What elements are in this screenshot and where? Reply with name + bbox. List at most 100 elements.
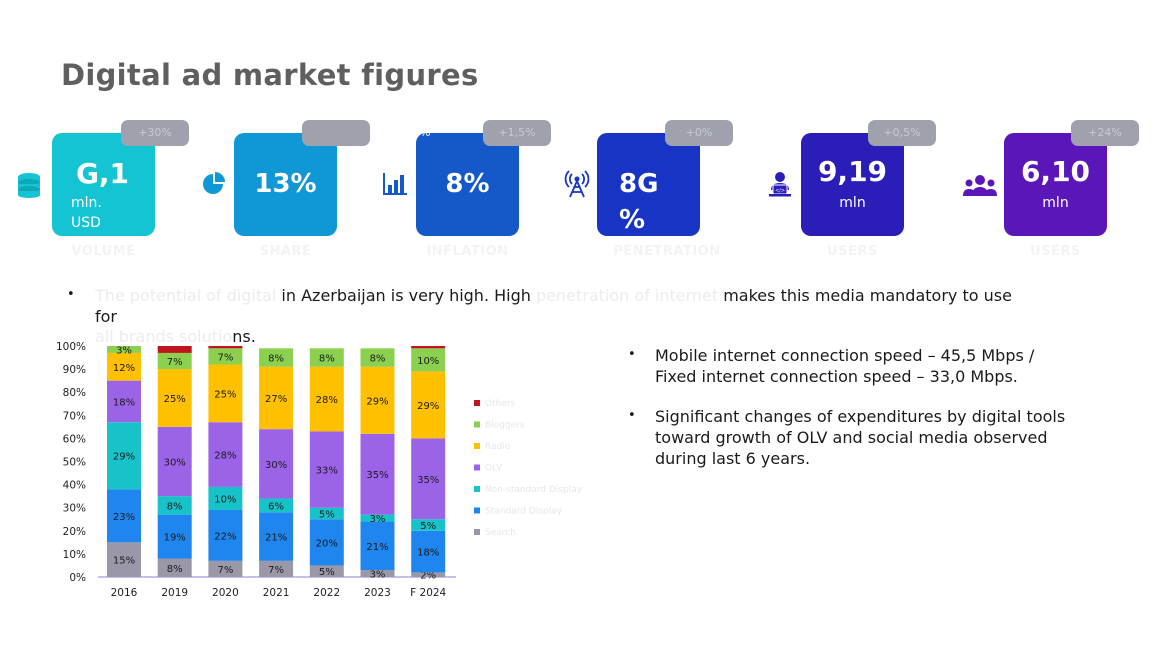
bar-segment — [360, 433, 395, 515]
bar-segment — [208, 346, 243, 349]
coins-icon — [18, 173, 40, 198]
data-label: 28% — [214, 451, 236, 462]
stacked-bar-chart: 0% 10% 20% 30% 40% 50% 60% 70% 80% 90% 100% 15% 23% 2… — [56, 341, 583, 599]
bar-segment — [259, 348, 294, 367]
kpi-card-inflation: 8% — [416, 133, 519, 236]
legend-swatch — [474, 421, 480, 428]
bullet-line: Mobile internet connection speed – 45,5 … — [655, 346, 1035, 365]
kpi-badge: +0,5% — [868, 120, 936, 146]
bar-segment — [208, 486, 243, 511]
y-tick-label: 90% — [63, 364, 86, 376]
bullet-dot: • — [67, 287, 75, 302]
data-label: 29% — [366, 396, 388, 407]
data-label: 2% — [420, 571, 436, 582]
kpi-unit: USD — [71, 215, 101, 231]
pie-chart-icon — [203, 172, 225, 194]
bar-segment — [360, 521, 395, 571]
bar-segment — [208, 364, 243, 423]
bar-segment — [157, 369, 192, 427]
bar-segment — [411, 348, 446, 372]
kpi-card-users: 9,19 mln — [801, 133, 904, 236]
data-label: 30% — [265, 460, 287, 471]
y-tick-label: 20% — [63, 526, 86, 538]
bar-segment — [309, 507, 344, 520]
data-label: 33% — [316, 466, 338, 477]
bar-segment — [411, 371, 446, 439]
y-tick-label: 0% — [69, 572, 86, 584]
bar-segment — [411, 530, 446, 573]
kpi-value: G,1 — [75, 157, 130, 190]
legend-label: Search — [485, 528, 516, 538]
kpi-badge: +0% — [665, 120, 733, 146]
kpi-unit: mln. — [71, 195, 102, 211]
kpi-badge: +30% — [121, 120, 189, 146]
kpi-value: 8% — [445, 169, 490, 199]
data-label: 15% — [113, 556, 135, 567]
data-label: 35% — [366, 470, 388, 481]
x-tick-label: F 2024 — [410, 587, 446, 599]
bar-segment — [208, 422, 243, 487]
intro-text: makes this media mandatory to use — [718, 286, 1012, 305]
data-label: 25% — [214, 389, 236, 400]
bar-segment — [411, 346, 446, 349]
bar-segment — [157, 496, 192, 515]
legend-label: Bloggers — [485, 421, 525, 431]
bar-segment — [208, 510, 243, 561]
intro-paragraph: The potential of digital in Azerbaijan i… — [95, 285, 1095, 306]
bullet-line: toward growth of OLV and social media ob… — [655, 428, 1048, 447]
data-label: 25% — [164, 394, 186, 405]
x-tick-label: 2021 — [263, 587, 290, 599]
user-laptop-icon: </> — [769, 172, 791, 197]
intro-faded-text: penetration of internet — [535, 286, 719, 305]
bar-segment — [360, 514, 395, 522]
bullet-changes: Significant changes of expenditures by d… — [655, 406, 1065, 469]
bar-segment — [157, 346, 192, 353]
bar-segment — [259, 366, 294, 430]
kpi-value: 13% — [254, 169, 317, 199]
bar-segment — [208, 348, 243, 365]
bullet-line: Fixed internet connection speed – 33,0 M… — [655, 367, 1018, 386]
kpi-value: 8G — [619, 169, 659, 199]
bar-segment — [411, 438, 446, 520]
bar-segment — [360, 366, 395, 434]
kpi-caption: USERS — [827, 244, 878, 259]
bar-segment — [157, 514, 192, 559]
kpi-caption: INFLATION — [426, 244, 509, 259]
bar-segment — [107, 352, 141, 381]
data-label: 29% — [417, 401, 439, 412]
x-tick-label: 2019 — [161, 587, 188, 599]
data-label: 3% — [116, 345, 132, 356]
data-label: 19% — [164, 533, 186, 544]
bar-segment — [259, 560, 294, 577]
bar-segment — [107, 489, 141, 543]
x-tick-label: 2016 — [111, 587, 138, 599]
legend-label: Non-standard Display — [485, 485, 583, 495]
kpi-value: 9,19 — [817, 155, 888, 188]
bar-segment — [411, 519, 446, 531]
data-label: 21% — [366, 542, 388, 553]
bar-segment — [107, 422, 141, 490]
bar-segment — [360, 570, 395, 577]
bullet-speed: Mobile internet connection speed – 45,5 … — [655, 345, 1034, 387]
data-label: 18% — [113, 397, 135, 408]
bullet-line: during last 6 years. — [655, 449, 811, 468]
data-label: 23% — [113, 512, 135, 523]
y-tick-label: 10% — [63, 549, 86, 561]
bar-segment — [360, 348, 395, 367]
legend-swatch — [474, 507, 480, 514]
legend-swatch — [474, 400, 480, 406]
bar-segment — [259, 512, 294, 561]
x-tick-label: 2023 — [364, 587, 391, 599]
data-label: 8% — [167, 501, 183, 512]
data-label: 5% — [420, 521, 436, 532]
data-label: 10% — [214, 494, 236, 505]
bar-segment — [259, 429, 294, 499]
data-label: 6% — [268, 501, 284, 512]
data-label: 35% — [417, 475, 439, 486]
x-tick-label: 2020 — [212, 587, 239, 599]
kpi-card-share: 13% — [234, 133, 337, 236]
legend-label: Radio — [485, 442, 511, 452]
legend-label: Standard Display — [485, 507, 563, 517]
bullet-dot: • — [628, 347, 636, 362]
legend-label: Others — [485, 399, 516, 409]
